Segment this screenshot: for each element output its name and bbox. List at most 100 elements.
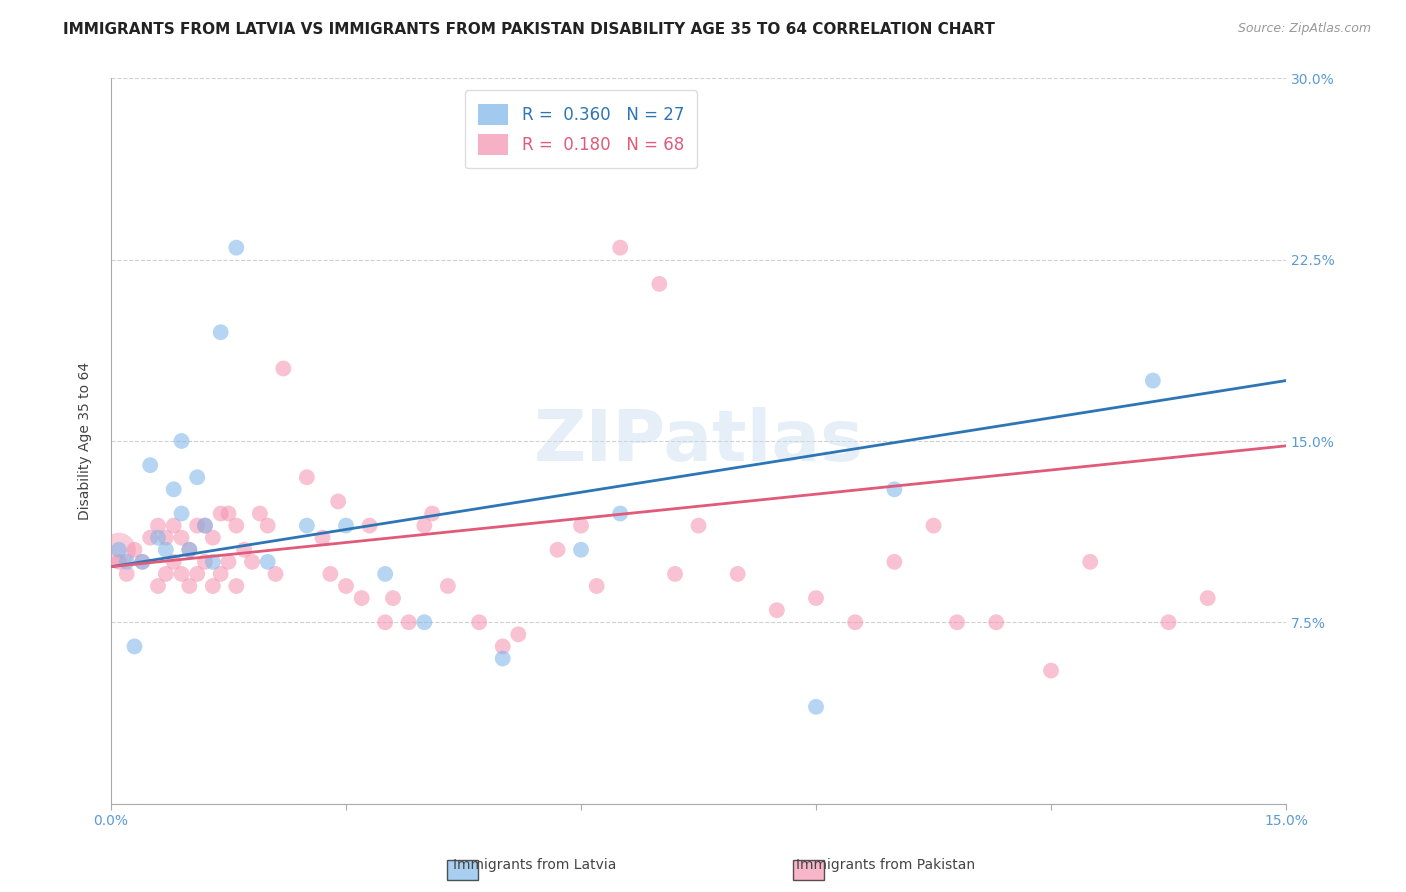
Legend: R =  0.360   N = 27, R =  0.180   N = 68: R = 0.360 N = 27, R = 0.180 N = 68 [465, 90, 697, 169]
Point [163, 555, 186, 569]
Point [115, 566, 138, 581]
Point [179, 579, 201, 593]
Text: Immigrants from Pakistan: Immigrants from Pakistan [796, 858, 976, 872]
Point [319, 566, 342, 581]
Point [124, 640, 146, 654]
Point [374, 615, 396, 630]
Point [492, 651, 515, 665]
Point [139, 531, 162, 545]
Point [492, 640, 515, 654]
Point [209, 507, 232, 521]
Point [1197, 591, 1219, 606]
Point [225, 518, 247, 533]
Point [163, 483, 186, 497]
Point [146, 579, 169, 593]
Point [155, 542, 177, 557]
Point [201, 531, 224, 545]
Point [218, 507, 240, 521]
Point [311, 531, 333, 545]
Point [233, 542, 256, 557]
Point [225, 241, 247, 255]
Point [131, 555, 153, 569]
Point [186, 470, 208, 484]
Point [413, 518, 436, 533]
Point [155, 566, 177, 581]
Point [295, 470, 318, 484]
Point [382, 591, 405, 606]
Point [256, 555, 278, 569]
Point [350, 591, 373, 606]
Point [163, 518, 186, 533]
Point [946, 615, 969, 630]
Point [420, 507, 443, 521]
Point [804, 591, 827, 606]
Point [1157, 615, 1180, 630]
Point [194, 518, 217, 533]
Text: ZIPatlas: ZIPatlas [533, 407, 863, 475]
Point [194, 555, 217, 569]
Point [468, 615, 491, 630]
Point [883, 483, 905, 497]
Point [201, 579, 224, 593]
Point [218, 555, 240, 569]
Point [179, 542, 201, 557]
Point [108, 555, 131, 569]
Point [1040, 664, 1063, 678]
Point [139, 458, 162, 472]
Point [508, 627, 530, 641]
Point [398, 615, 420, 630]
Point [209, 325, 232, 339]
Point [335, 518, 357, 533]
Point [124, 542, 146, 557]
Point [170, 531, 193, 545]
Point [108, 542, 131, 557]
Point [186, 518, 208, 533]
Point [249, 507, 271, 521]
Point [727, 566, 749, 581]
Point [844, 615, 866, 630]
Point [688, 518, 710, 533]
Point [609, 507, 631, 521]
Point [240, 555, 263, 569]
Point [225, 579, 247, 593]
Point [1142, 374, 1164, 388]
Point [170, 566, 193, 581]
Point [146, 531, 169, 545]
Point [922, 518, 945, 533]
Point [273, 361, 295, 376]
Point [328, 494, 350, 508]
Text: Immigrants from Latvia: Immigrants from Latvia [453, 858, 616, 872]
Point [295, 518, 318, 533]
Point [1078, 555, 1101, 569]
Point [359, 518, 381, 533]
Point [170, 434, 193, 448]
Point [115, 555, 138, 569]
Point [194, 518, 217, 533]
Point [569, 542, 592, 557]
Point [146, 518, 169, 533]
Point [609, 241, 631, 255]
Point [883, 555, 905, 569]
Point [804, 699, 827, 714]
Point [766, 603, 789, 617]
Text: Source: ZipAtlas.com: Source: ZipAtlas.com [1237, 22, 1371, 36]
Point [201, 555, 224, 569]
Point [374, 566, 396, 581]
Point [569, 518, 592, 533]
Point [664, 566, 686, 581]
Point [186, 566, 208, 581]
Point [108, 542, 131, 557]
Text: IMMIGRANTS FROM LATVIA VS IMMIGRANTS FROM PAKISTAN DISABILITY AGE 35 TO 64 CORRE: IMMIGRANTS FROM LATVIA VS IMMIGRANTS FRO… [63, 22, 995, 37]
Point [986, 615, 1008, 630]
Point [547, 542, 569, 557]
Point [131, 555, 153, 569]
Point [179, 542, 201, 557]
Point [170, 507, 193, 521]
Point [256, 518, 278, 533]
Point [209, 566, 232, 581]
Point [264, 566, 287, 581]
Point [648, 277, 671, 291]
Point [413, 615, 436, 630]
Point [155, 531, 177, 545]
Point [437, 579, 460, 593]
